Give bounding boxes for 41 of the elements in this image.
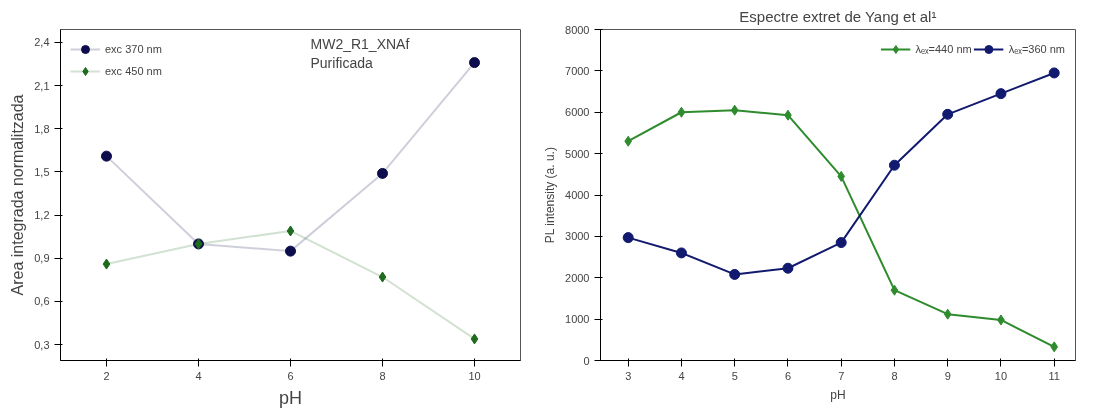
x-tick-label: 2 xyxy=(103,369,110,382)
y-tick-label: 4000 xyxy=(565,189,590,201)
y-tick-label: 7000 xyxy=(565,64,590,77)
x-tick-label: 6 xyxy=(784,369,792,382)
x-tick-label: 10 xyxy=(468,369,481,382)
legend-label: exc 450 nm xyxy=(105,65,162,77)
x-axis-title: pH xyxy=(279,387,303,408)
y-tick-label: 2000 xyxy=(565,271,590,284)
x-tick-label: 10 xyxy=(994,369,1008,382)
x-axis-title: pH xyxy=(830,387,846,402)
x-tick-label: 6 xyxy=(287,369,294,382)
x-tick-label: 7 xyxy=(838,369,845,382)
x-tick-label: 9 xyxy=(944,369,951,382)
y-tick-label: 0,6 xyxy=(34,295,50,308)
y-tick-label: 1000 xyxy=(565,313,590,326)
y-tick-label: 3000 xyxy=(565,230,590,243)
y-tick-label: 0,9 xyxy=(34,252,50,265)
y-axis-title: Area integrada normalitzada xyxy=(9,94,27,296)
y-tick-label: 2,4 xyxy=(34,36,50,49)
x-tick-label: 4 xyxy=(678,369,685,382)
legend-label: λₑₓ=360 nm xyxy=(1008,43,1065,55)
y-tick-label: 0,3 xyxy=(34,338,50,351)
y-axis-title: PL intensity (a. u.) xyxy=(543,147,558,244)
y-tick-label: 5000 xyxy=(565,147,590,160)
x-tick-label: 8 xyxy=(379,369,386,382)
y-tick-label: 6000 xyxy=(565,106,590,119)
chart-title: Espectre extret de Yang et al¹ xyxy=(739,7,937,25)
annotation: MW2_R1_XNAf Purificada xyxy=(310,35,410,71)
y-tick-label: 8000 xyxy=(565,23,590,36)
legend-label: exc 370 nm xyxy=(105,43,162,55)
x-tick-label: 11 xyxy=(1048,369,1060,382)
x-tick-label: 5 xyxy=(731,369,738,382)
y-tick-label: 2,1 xyxy=(34,79,50,92)
y-tick-label: 1,5 xyxy=(34,165,50,178)
legend-label: λₑₓ=440 nm xyxy=(915,43,972,55)
y-tick-label: 1,8 xyxy=(34,122,50,135)
x-tick-label: 8 xyxy=(891,369,898,382)
y-tick-label: 1,2 xyxy=(34,209,50,222)
x-tick-label: 4 xyxy=(195,369,202,382)
y-tick-label: 0 xyxy=(583,354,590,367)
x-tick-label: 3 xyxy=(625,369,632,382)
